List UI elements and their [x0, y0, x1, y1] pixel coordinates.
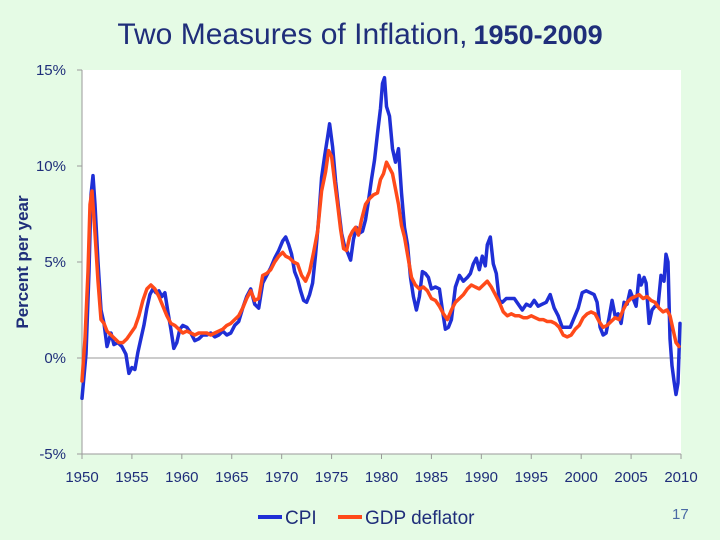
legend-label: GDP deflator [365, 508, 475, 529]
y-tick-label: 5% [44, 254, 66, 271]
y-tick-label: 15% [36, 62, 66, 79]
x-tick-label: 2005 [614, 469, 647, 486]
x-tick-label: 1955 [115, 469, 148, 486]
x-tick-label: 1965 [215, 469, 248, 486]
title-years: 1950-2009 [473, 20, 603, 50]
y-axis-label: Percent per year [13, 195, 32, 329]
x-tick-label: 1985 [415, 469, 448, 486]
series-lines [80, 75, 682, 401]
x-tick-label: 1970 [265, 469, 298, 486]
series-line-cpi [80, 75, 682, 401]
x-tick-label: 1995 [515, 469, 548, 486]
x-tick-label: 1990 [465, 469, 498, 486]
title-text: Two Measures of Inflation, [117, 18, 468, 51]
y-axis: -5% 0% 5% 10% 15% Percent per year [13, 62, 83, 463]
page-number: 17 [672, 506, 689, 523]
series-line-gdp-deflator [80, 148, 681, 383]
x-tick-label: 1960 [165, 469, 198, 486]
legend: CPI GDP deflator [258, 508, 475, 529]
plot-background [82, 70, 681, 454]
y-tick-label: 10% [36, 158, 66, 175]
plot-area [82, 70, 681, 454]
x-tick-label: 2000 [564, 469, 597, 486]
x-tick-label: 1950 [65, 469, 98, 486]
legend-label: CPI [285, 508, 317, 529]
y-tick-label: -5% [39, 446, 66, 463]
x-tick-label: 2010 [664, 469, 697, 486]
x-tick-label: 1980 [365, 469, 398, 486]
slide-title: Two Measures of Inflation, 1950-2009 [0, 18, 720, 52]
x-tick-label: 1975 [315, 469, 348, 486]
y-tick-label: 0% [44, 350, 66, 367]
x-axis: 1950 1955 1960 1965 1970 1975 1980 1985 1990 1995… [65, 357, 698, 486]
